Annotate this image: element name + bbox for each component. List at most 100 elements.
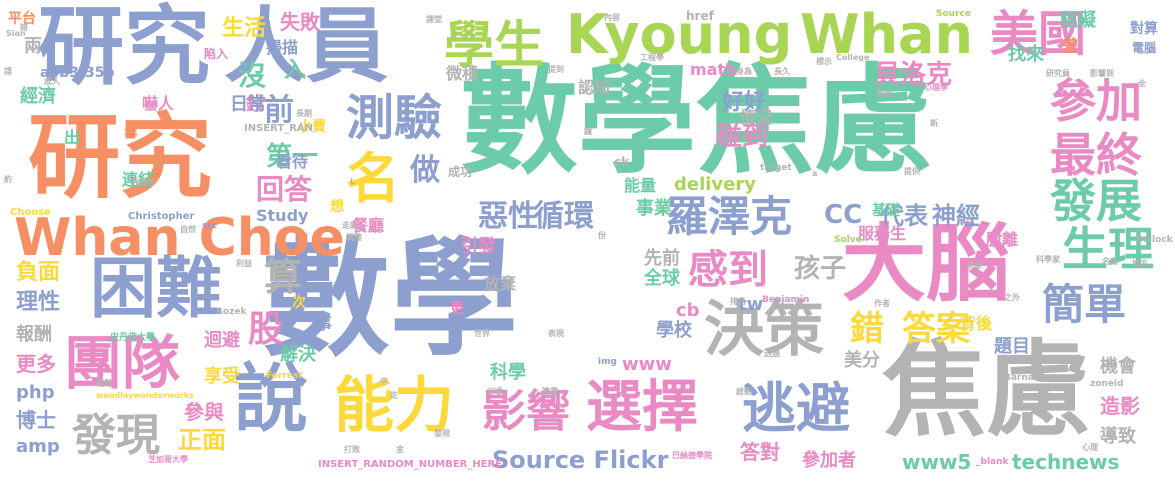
- cloud-word: 地方: [1132, 259, 1148, 268]
- cloud-word: 人員: [224, 0, 389, 94]
- cloud-word: 嚇人: [142, 94, 175, 113]
- cloud-word: 代表: [880, 202, 928, 230]
- cloud-word: 小費: [298, 119, 326, 135]
- cloud-word: 團隊: [64, 329, 181, 397]
- cloud-word: 日常: [230, 94, 266, 115]
- cloud-word: Study: [256, 206, 309, 225]
- cloud-word: 作者: [874, 299, 890, 308]
- cloud-word: 享受: [204, 366, 240, 387]
- cloud-word: 鐘: [584, 127, 592, 136]
- cloud-word: 參加: [1050, 74, 1142, 128]
- cloud-word: 餐廳: [352, 216, 385, 235]
- cloud-word: www: [622, 354, 672, 375]
- cloud-word: 題目: [994, 336, 1030, 357]
- cloud-word: 失敗: [280, 10, 320, 34]
- cloud-word: 工程學: [640, 53, 664, 62]
- cloud-word: 出: [64, 128, 81, 147]
- cloud-word: 之外: [1004, 293, 1020, 302]
- cloud-word: 羅澤克: [666, 192, 793, 241]
- cloud-word: amp: [16, 436, 60, 457]
- cloud-word: 導致: [1100, 426, 1136, 447]
- cloud-word: php: [16, 382, 55, 403]
- cloud-word: 循環: [534, 199, 594, 234]
- cloud-word: CC: [824, 200, 863, 230]
- cloud-word: zoneid: [1090, 379, 1124, 389]
- cloud-word: 認知: [578, 78, 611, 97]
- cloud-word: 機會: [1100, 356, 1136, 377]
- cloud-word: Beilock: [1136, 235, 1173, 245]
- cloud-word: woodlaywonderworks: [96, 391, 194, 400]
- cloud-word: 課堂: [426, 15, 442, 24]
- cloud-word: College: [836, 53, 870, 62]
- cloud-word: 參與: [184, 400, 224, 424]
- cloud-word: 生活: [222, 16, 267, 41]
- cloud-word: 學校: [656, 320, 692, 341]
- cloud-word: 大腦: [842, 215, 1011, 313]
- cloud-word: _blank: [976, 457, 1009, 467]
- cloud-word: Forrest: [266, 371, 303, 381]
- cloud-word: 兩: [24, 36, 42, 57]
- cloud-word: 芝加哥大學: [148, 455, 188, 464]
- cloud-word: 想: [330, 199, 344, 215]
- cloud-word: 股: [248, 309, 285, 350]
- cloud-word: 解決: [280, 344, 316, 365]
- cloud-word: target: [760, 163, 792, 173]
- cloud-word: 迴避: [204, 330, 240, 351]
- cloud-word: 輕鬆: [96, 379, 112, 388]
- cloud-word: src: [202, 221, 218, 231]
- cloud-word: 提供: [904, 167, 920, 176]
- cloud-word: 生理: [1062, 222, 1154, 276]
- cloud-word: 打敗: [344, 445, 360, 454]
- cloud-word: a: [812, 169, 818, 178]
- cloud-word: Whan: [800, 3, 973, 66]
- cloud-word: 微積: [446, 64, 479, 83]
- cloud-word: ck: [614, 155, 630, 169]
- cloud-word: 成功: [448, 165, 473, 179]
- cloud-word: 放棄: [484, 274, 517, 293]
- cloud-word: 影響: [482, 386, 570, 437]
- cloud-word: 前: [264, 93, 294, 128]
- cloud-word: 做: [410, 153, 440, 188]
- cloud-word: 史丹佛大學: [110, 333, 156, 343]
- cloud-word: 阻礙: [1060, 10, 1096, 31]
- cloud-word: 排名: [730, 297, 746, 306]
- cloud-word: 發展: [1050, 174, 1142, 228]
- cloud-word: 長久: [774, 67, 790, 76]
- cloud-word: 好好: [722, 90, 767, 115]
- cloud-word: 更多: [16, 352, 56, 376]
- cloud-word: technews: [1012, 450, 1120, 474]
- cloud-word: Christopher: [128, 211, 195, 222]
- cloud-word: 身為: [736, 67, 752, 76]
- cloud-word: 看待: [276, 152, 309, 171]
- cloud-word: 走路: [342, 221, 358, 230]
- cloud-word: 逃避: [742, 377, 850, 440]
- cloud-word: 決策: [704, 295, 824, 365]
- cloud-word: 焦慮: [882, 329, 1091, 451]
- cloud-word: 第一: [266, 142, 319, 172]
- cloud-word: 標示: [816, 57, 832, 66]
- cloud-word: Barnard: [1004, 373, 1045, 383]
- cloud-word: 測驗: [346, 90, 443, 146]
- cloud-word: 錢: [246, 94, 264, 115]
- cloud-word: 提到: [548, 65, 564, 74]
- cloud-word: 簽書: [542, 387, 558, 396]
- cloud-word: CAST: [1012, 393, 1039, 403]
- cloud-word: 答對: [740, 440, 780, 464]
- cloud-word: 美分: [844, 350, 880, 371]
- cloud-word: 最終: [1050, 128, 1142, 182]
- cloud-word: 科學家: [1036, 255, 1060, 264]
- cloud-word: 正面: [178, 426, 226, 454]
- cloud-word: 中: [380, 377, 388, 386]
- cloud-word: 博士: [16, 408, 56, 432]
- cloud-word: 數學: [262, 225, 519, 374]
- cloud-word: 平台: [8, 11, 36, 27]
- cloud-word: 脫離: [986, 230, 1019, 249]
- cloud-word: Source Flickr: [492, 446, 669, 474]
- cloud-word: 科學: [490, 362, 526, 383]
- cloud-word: 選擇: [586, 375, 698, 440]
- cloud-word: 成人: [44, 77, 60, 86]
- cloud-word: 參加者: [802, 450, 856, 471]
- cloud-word: 走: [390, 391, 398, 400]
- cloud-word: 請: [4, 67, 12, 76]
